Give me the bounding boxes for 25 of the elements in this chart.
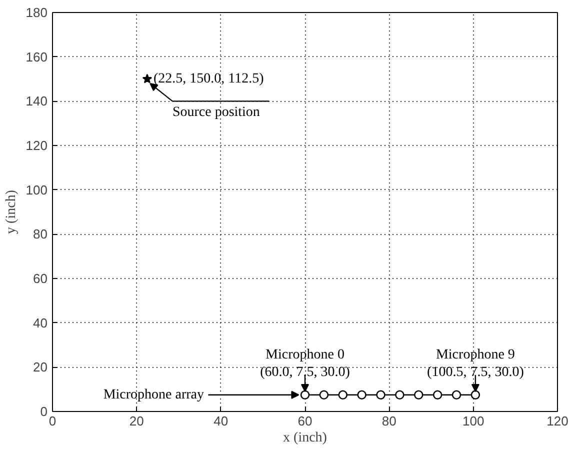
x-tick-label: 100 [462, 414, 484, 428]
annotation: Microphone array [103, 387, 204, 402]
annotation: Source position [172, 104, 260, 120]
x-tick-label: 40 [214, 414, 228, 428]
y-tick-label: 100 [26, 182, 48, 198]
annotation: Microphone 0 [266, 347, 344, 362]
y-tick-label: 40 [33, 315, 48, 330]
annotation: Microphone 9 [436, 347, 515, 362]
y-tick-label: 20 [33, 360, 48, 375]
x-tick-label: 60 [298, 414, 312, 428]
y-tick-label: 0 [40, 404, 48, 419]
y-tick-label: 180 [26, 5, 48, 20]
annotation: (100.5, 7.5, 30.0) [427, 365, 524, 380]
x-tick-label: 80 [382, 414, 396, 428]
annotation: (22.5, 150.0, 112.5) [154, 72, 264, 86]
y-tick-label: 60 [33, 271, 48, 286]
y-tick-label: 80 [33, 226, 48, 242]
annotation: (60.0, 7.5, 30.0) [260, 365, 350, 380]
y-tick-label: 120 [26, 138, 48, 153]
y-tick-label: 160 [26, 49, 48, 64]
x-axis-title: x (inch) [283, 430, 328, 446]
x-tick-label: 120 [546, 414, 568, 428]
x-tick-label: 20 [129, 414, 144, 428]
y-axis-title: y (inch) [4, 190, 19, 234]
y-tick-label: 140 [26, 94, 48, 109]
